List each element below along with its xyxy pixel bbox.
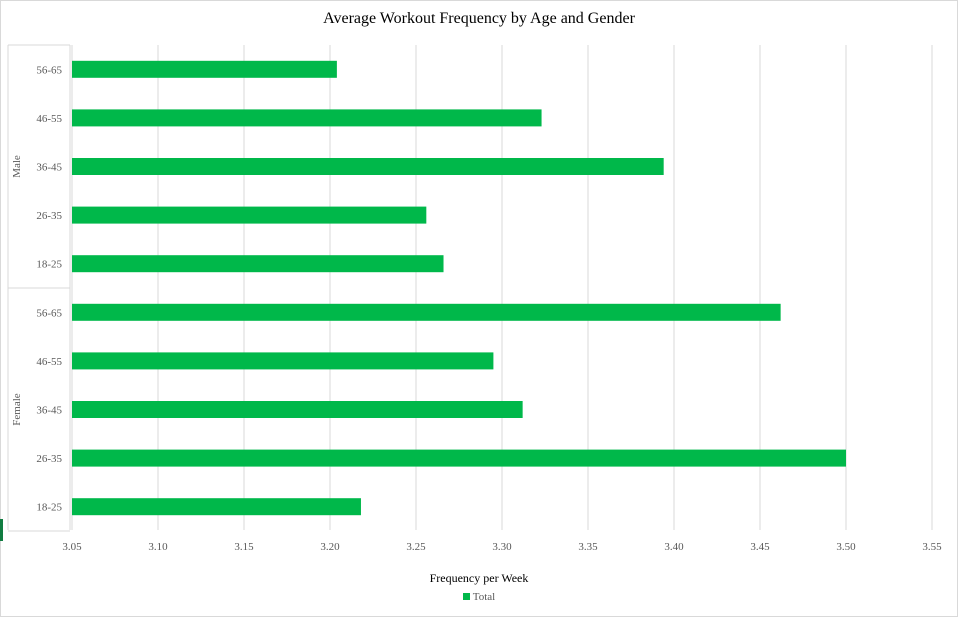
x-tick-label: 3.30 bbox=[492, 541, 512, 553]
selection-marker bbox=[0, 519, 3, 541]
chart-title: Average Workout Frequency by Age and Gen… bbox=[323, 10, 635, 27]
legend: Total bbox=[0, 591, 958, 603]
category-label: 18-25 bbox=[36, 502, 62, 514]
x-tick-label: 3.45 bbox=[750, 541, 770, 553]
bar bbox=[72, 401, 523, 418]
group-label: Male bbox=[11, 155, 23, 178]
bar bbox=[72, 109, 542, 127]
bar bbox=[72, 60, 337, 78]
legend-swatch bbox=[462, 592, 470, 600]
x-tick-label: 3.50 bbox=[836, 541, 856, 553]
category-label: 36-45 bbox=[36, 162, 62, 174]
x-axis-label: Frequency per Week bbox=[429, 571, 529, 585]
legend-label: Total bbox=[472, 591, 496, 603]
category-label: 18-25 bbox=[36, 259, 62, 271]
bar bbox=[72, 255, 444, 273]
bar bbox=[72, 303, 781, 321]
category-label: 56-65 bbox=[36, 307, 62, 319]
x-tick-label: 3.15 bbox=[234, 541, 254, 553]
x-tick-label: 3.55 bbox=[922, 541, 942, 553]
category-label: 26-35 bbox=[36, 453, 62, 465]
bar bbox=[72, 352, 494, 370]
x-tick-label: 3.20 bbox=[320, 541, 340, 553]
bar bbox=[72, 206, 427, 224]
x-tick-label: 3.40 bbox=[664, 541, 684, 553]
bar bbox=[72, 449, 846, 467]
category-label: 46-55 bbox=[36, 356, 62, 368]
group-label: Female bbox=[11, 393, 23, 425]
x-tick-label: 3.05 bbox=[62, 541, 82, 553]
category-label: 36-45 bbox=[36, 405, 62, 417]
category-label: 46-55 bbox=[36, 113, 62, 125]
x-tick-label: 3.10 bbox=[148, 541, 168, 553]
x-tick-label: 3.35 bbox=[578, 541, 598, 553]
category-label: 26-35 bbox=[36, 210, 62, 222]
bar bbox=[72, 158, 664, 175]
category-label: 56-65 bbox=[36, 64, 62, 76]
x-tick-label: 3.25 bbox=[406, 541, 426, 553]
bar bbox=[72, 498, 361, 516]
